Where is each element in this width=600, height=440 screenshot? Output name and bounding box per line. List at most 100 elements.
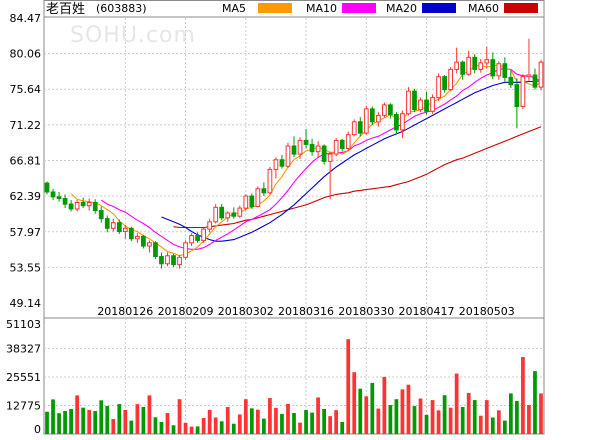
volume-tick-label: 0: [34, 423, 41, 436]
volume-tick-label: 25551: [6, 371, 41, 384]
legend-label: MA5: [222, 2, 246, 15]
volume-bar: [81, 407, 86, 434]
candle: [183, 240, 188, 260]
candle: [375, 112, 381, 127]
candle-body: [526, 74, 532, 78]
candle: [466, 50, 472, 76]
grid-lines: [44, 18, 544, 434]
volume-bar: [219, 421, 224, 434]
candle-body: [98, 210, 104, 220]
candle-body: [363, 108, 369, 134]
candle: [496, 61, 502, 80]
candle-body: [406, 90, 411, 115]
candle: [339, 138, 345, 152]
volume-bar: [509, 393, 513, 434]
volume-bar: [502, 420, 507, 434]
candle: [110, 218, 116, 232]
candle: [213, 204, 219, 224]
candle: [80, 197, 86, 209]
price-tick-label: 53.55: [10, 261, 42, 274]
volume-bar: [57, 413, 61, 434]
candle: [177, 254, 182, 269]
volume-bar: [406, 384, 411, 434]
candle-body: [351, 121, 357, 136]
candle-body: [44, 182, 50, 193]
candle: [171, 254, 176, 268]
candle: [147, 240, 152, 253]
candle-body: [339, 139, 345, 149]
volume-bar: [147, 395, 152, 434]
candle-body: [315, 145, 321, 153]
legend-swatch: [342, 3, 376, 13]
date-tick-label: 20180503: [459, 305, 515, 318]
candle: [141, 234, 146, 249]
candle-body: [333, 139, 339, 155]
candle-body: [394, 114, 399, 131]
volume-bar: [225, 407, 230, 434]
volume-bar: [274, 407, 278, 434]
candle: [62, 194, 68, 209]
candle-body: [285, 145, 291, 167]
candle: [309, 138, 315, 156]
volume-bar: [515, 400, 519, 434]
volume-bar: [388, 404, 393, 434]
candle: [381, 102, 387, 118]
candle: [478, 58, 484, 73]
candle-body: [141, 235, 146, 247]
legend-swatch: [422, 3, 456, 13]
volume-bar: [135, 404, 140, 434]
volume-bar: [286, 403, 290, 434]
watermark: SOHU.com: [70, 23, 196, 48]
candle: [327, 151, 333, 200]
candle: [104, 215, 110, 233]
ma20-line: [161, 80, 542, 242]
volume-bar: [292, 413, 296, 434]
candle: [231, 207, 237, 219]
candle: [400, 110, 405, 138]
candle-body: [249, 195, 255, 208]
volume-bar: [69, 409, 73, 434]
candle-body: [460, 61, 466, 75]
volume-bar: [400, 389, 405, 434]
candle-body: [128, 227, 134, 240]
candle-body: [225, 212, 231, 219]
candle: [255, 186, 261, 208]
candle: [526, 38, 532, 82]
candle-body: [62, 197, 68, 205]
volume-bar: [213, 417, 218, 434]
volume-bar: [63, 411, 67, 434]
candle-body: [68, 203, 74, 210]
volume-bar: [527, 404, 531, 434]
volume-bar: [231, 423, 236, 434]
candle-body: [345, 134, 351, 149]
candle-body: [388, 104, 393, 116]
date-tick-label: 20180330: [338, 305, 394, 318]
candle: [50, 188, 56, 201]
volume-bar: [424, 414, 429, 434]
volume-bar: [490, 417, 495, 434]
candle-body: [104, 218, 110, 229]
volume-tick-label: 38327: [6, 343, 41, 356]
candle: [273, 157, 279, 179]
volume-bar: [533, 371, 537, 434]
volume-bar: [304, 409, 308, 434]
volume-bars: [45, 339, 543, 434]
volume-bar: [521, 357, 525, 434]
volume-bar: [153, 417, 158, 434]
candle-body: [237, 207, 243, 217]
date-tick-label: 20180417: [399, 305, 455, 318]
volume-bar: [412, 406, 417, 434]
candle: [68, 200, 74, 212]
candle-body: [424, 99, 429, 112]
volume-bar: [87, 409, 92, 434]
candle-body: [92, 201, 98, 212]
ma60-line: [173, 126, 542, 229]
volume-bar: [123, 409, 128, 434]
candle: [508, 70, 514, 88]
candle-body: [478, 62, 484, 70]
volume-bar: [99, 400, 104, 434]
candle: [448, 66, 453, 92]
volume-bar: [310, 412, 314, 434]
candle-body: [418, 99, 423, 111]
